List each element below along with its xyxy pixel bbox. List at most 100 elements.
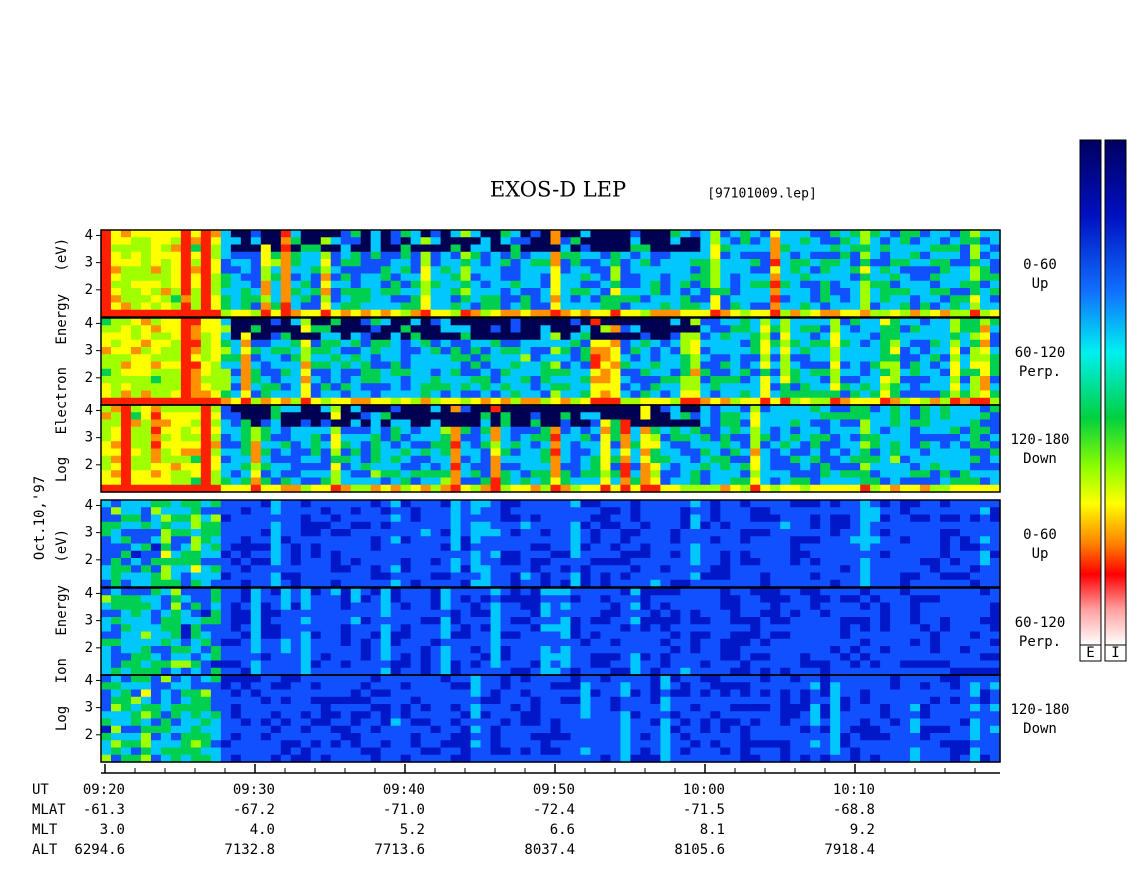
spectrogram-cell (400, 631, 412, 640)
spectrogram-cell (900, 368, 911, 377)
spectrogram-cell (890, 230, 901, 238)
spectrogram-cell (920, 543, 931, 552)
spectrogram-cell (300, 617, 312, 625)
spectrogram-cell (450, 500, 462, 508)
spectrogram-cell (640, 617, 651, 625)
spectrogram-cell (710, 354, 721, 363)
spectrogram-cell (460, 500, 472, 508)
spectrogram-cell (660, 339, 671, 348)
spectrogram-cell (200, 318, 212, 326)
spectrogram-cell (570, 484, 582, 493)
spectrogram-cell (270, 288, 282, 296)
spectrogram-cell (190, 237, 202, 246)
spectrogram-cell (170, 251, 182, 260)
spectrogram-cell (600, 309, 612, 318)
spectrogram-cell (980, 376, 991, 384)
spectrogram-cell (360, 390, 372, 399)
spectrogram-cell (680, 572, 691, 581)
spectrogram-cell (220, 288, 232, 296)
spectrogram-cell (330, 624, 342, 633)
spectrogram-cell (370, 405, 382, 413)
spectrogram-cell (630, 448, 641, 457)
spectrogram-cell (520, 624, 532, 633)
spectrogram-cell (960, 477, 971, 486)
spectrogram-cell (180, 390, 192, 399)
spectrogram-cell (640, 660, 651, 669)
electron-y-label: Log Electron Energy (eV) (54, 238, 70, 482)
spectrogram-cell (300, 455, 312, 464)
spectrogram-cell (320, 259, 332, 267)
spectrogram-cell (820, 273, 831, 282)
spectrogram-cell (180, 646, 192, 654)
spectrogram-cell (980, 368, 991, 377)
spectrogram-cell (200, 667, 212, 676)
spectrogram-cell (340, 397, 352, 406)
spectrogram-cell (970, 448, 981, 457)
spectrogram-cell (570, 280, 582, 289)
spectrogram-cell (480, 361, 492, 370)
spectrogram-cell (350, 484, 362, 493)
spectrogram-cell (290, 660, 302, 669)
spectrogram-cell (530, 426, 542, 435)
spectrogram-cell (130, 259, 142, 267)
spectrogram-cell (160, 463, 172, 471)
spectrogram-cell (470, 653, 482, 662)
spectrogram-cell (270, 536, 282, 545)
spectrogram-cell (230, 397, 242, 406)
spectrogram-cell (880, 550, 891, 559)
spectrogram-cell (740, 521, 751, 530)
spectrogram-cell (290, 507, 302, 516)
spectrogram-cell (180, 521, 192, 530)
spectrogram-cell (250, 455, 262, 464)
spectrogram-cell (101, 434, 112, 442)
spectrogram-cell (950, 463, 961, 471)
spectrogram-cell (340, 646, 352, 654)
spectrogram-cell (960, 244, 971, 253)
spectrogram-cell (980, 288, 991, 296)
spectrogram-cell (470, 426, 482, 435)
spectrogram-cell (460, 302, 472, 311)
spectrogram-cell (170, 514, 182, 523)
spectrogram-cell (790, 484, 801, 493)
spectrogram-cell (140, 361, 152, 370)
spectrogram-cell (650, 318, 661, 326)
spectrogram-cell (720, 405, 731, 413)
spectrogram-cell (640, 354, 651, 363)
spectrogram-cell (610, 624, 622, 633)
spectrogram-cell (770, 383, 781, 392)
spectrogram-cell (970, 251, 981, 260)
spectrogram-cell (630, 309, 641, 318)
spectrogram-cell (390, 595, 402, 604)
spectrogram-cell (280, 376, 292, 384)
spectrogram-cell (110, 376, 122, 384)
spectrogram-cell (490, 507, 502, 516)
spectrogram-cell (890, 484, 901, 493)
spectrogram-cell (210, 347, 222, 355)
spectrogram-cell (470, 579, 482, 588)
spectrogram-cell (950, 302, 961, 311)
spectrogram-cell (440, 295, 452, 304)
spectrogram-cell (280, 405, 292, 413)
spectrogram-cell (140, 617, 152, 625)
spectrogram-cell (490, 426, 502, 435)
spectrogram-cell (930, 455, 941, 464)
spectrogram-cell (700, 302, 711, 311)
spectrogram-cell (220, 470, 232, 479)
spectrogram-cell (410, 302, 422, 311)
spectrogram-cell (160, 361, 172, 370)
spectrogram-cell (750, 412, 761, 421)
spectrogram-cell (980, 347, 991, 355)
spectrogram-cell (450, 484, 462, 493)
spectrogram-cell (370, 339, 382, 348)
spectrogram-cell (880, 536, 891, 545)
spectrogram-cell (910, 295, 921, 304)
spectrogram-cell (430, 325, 442, 334)
spectrogram-cell (840, 302, 851, 311)
spectrogram-cell (260, 602, 272, 611)
spectrogram-cell (480, 376, 492, 384)
spectrogram-cell (190, 434, 202, 442)
spectrogram-cell (470, 500, 482, 508)
spectrogram-cell (680, 318, 691, 326)
spectrogram-cell (460, 529, 472, 537)
spectrogram-cell (580, 426, 592, 435)
